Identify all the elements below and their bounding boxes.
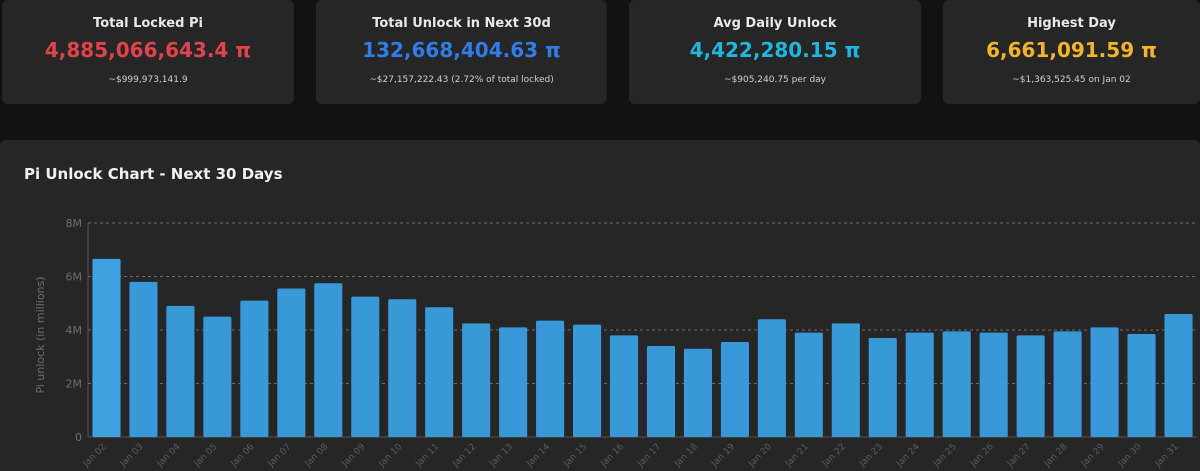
chart-panel: Pi Unlock Chart - Next 30 Days 0 2M 4M 6M 8M… [0, 140, 1200, 471]
x-tick-label: Jan 22 [820, 442, 848, 470]
y-tick-label: 8M [66, 217, 83, 230]
bar-jan-25 [942, 331, 971, 437]
x-tick-label: Jan 31 [1153, 442, 1181, 470]
bar-jan-24 [905, 332, 934, 437]
card-label: Avg Daily Unlock [713, 16, 837, 31]
x-tick-label: Jan 18 [672, 442, 700, 470]
bar-jan-19 [720, 342, 749, 437]
bar-jan-23 [868, 338, 897, 437]
bar-jan-26 [979, 332, 1008, 437]
x-tick-label: Jan 10 [377, 442, 405, 470]
card-sub: ~$905,240.75 per day [723, 75, 827, 85]
card-label: Highest Day [1027, 16, 1116, 31]
bar-chart: 0 2M 4M 6M 8M Pi unlock (in millions) Jan 02 Ja… [34, 217, 1197, 470]
card-value: 4,885,066,643.4 π [44, 38, 252, 62]
x-tick-label: Jan 09 [340, 442, 368, 470]
bar-jan-30 [1127, 334, 1156, 437]
bar-jan-27 [1016, 335, 1045, 437]
y-axis-title: Pi unlock (in millions) [34, 276, 47, 393]
x-tick-label: Jan 26 [968, 442, 996, 470]
x-tick-label: Jan 19 [709, 442, 737, 470]
bar-jan-15 [573, 324, 602, 437]
card-sub: ~$999,973,141.9 [108, 75, 188, 85]
bar-jan-31 [1164, 313, 1193, 437]
x-tick-label: Jan 03 [118, 442, 146, 470]
card-value: 132,668,404.63 π [362, 38, 561, 62]
bar-jan-29 [1090, 327, 1119, 437]
x-tick-label: Jan 06 [229, 442, 257, 470]
bar-jan-02 [92, 258, 121, 437]
chart-title: Pi Unlock Chart - Next 30 Days [24, 165, 283, 183]
x-tick-label: Jan 23 [857, 442, 885, 470]
x-tick-label: Jan 12 [451, 442, 479, 470]
bar-jan-28 [1053, 331, 1082, 437]
bar-jan-08 [314, 283, 343, 437]
summary-cards: Total Locked Pi 4,885,066,643.4 π ~$999,… [0, 0, 1200, 104]
bar-jan-17 [646, 346, 676, 437]
x-tick-label: Jan 15 [561, 442, 589, 470]
x-tick-label: Jan 29 [1079, 442, 1107, 470]
card-highest-day: Highest Day 6,661,091.59 π ~$1,363,525.4… [943, 0, 1200, 104]
card-total-unlock: Total Unlock in Next 30d 132,668,404.63 … [316, 0, 607, 104]
x-tick-label: Jan 16 [598, 442, 626, 470]
card-sub: ~$27,157,222.43 (2.72% of total locked) [369, 75, 554, 85]
bar-jan-21 [794, 332, 823, 437]
bar-jan-14 [536, 320, 565, 437]
bar-jan-12 [462, 323, 491, 437]
card-value: 6,661,091.59 π [986, 38, 1157, 62]
x-tick-label: Jan 20 [746, 442, 774, 470]
bar-jan-16 [609, 335, 639, 437]
x-tick-label: Jan 25 [931, 442, 959, 470]
bar-jan-09 [351, 296, 380, 437]
x-tick-label: Jan 24 [894, 442, 922, 470]
x-tick-label: Jan 04 [155, 442, 183, 470]
x-tick-label: Jan 21 [783, 442, 811, 470]
bar-jan-10 [388, 299, 417, 437]
x-tick-label: Jan 14 [524, 442, 552, 470]
y-tick-label: 0 [75, 431, 82, 444]
y-tick-label: 2M [66, 378, 83, 391]
x-tick-label: Jan 05 [192, 442, 220, 470]
card-label: Total Unlock in Next 30d [372, 16, 551, 31]
y-tick-label: 6M [66, 271, 83, 284]
x-tick-label: Jan 27 [1005, 442, 1033, 470]
y-tick-label: 4M [66, 324, 83, 337]
bar-jan-20 [757, 319, 786, 437]
bar-jan-04 [166, 305, 195, 437]
x-tick-label: Jan 08 [303, 442, 331, 470]
bar-jan-13 [499, 327, 528, 437]
bar-jan-22 [831, 323, 860, 437]
x-tick-label: Jan 11 [414, 442, 442, 470]
bar-jan-18 [683, 348, 712, 437]
bar-jan-06 [240, 300, 269, 437]
x-tick-label: Jan 17 [635, 442, 663, 470]
x-tick-label: Jan 02 [81, 442, 109, 470]
x-tick-label: Jan 07 [266, 442, 294, 470]
x-tick-label: Jan 28 [1042, 442, 1070, 470]
card-sub: ~$1,363,525.45 on Jan 02 [1012, 75, 1131, 85]
x-tick-label: Jan 30 [1116, 442, 1144, 470]
card-total-locked: Total Locked Pi 4,885,066,643.4 π ~$999,… [2, 0, 294, 104]
bar-jan-03 [129, 281, 158, 437]
bar-jan-07 [277, 288, 306, 437]
x-tick-label: Jan 13 [488, 442, 516, 470]
bar-jan-11 [425, 307, 454, 437]
card-value: 4,422,280.15 π [689, 38, 861, 62]
card-label: Total Locked Pi [93, 16, 203, 31]
card-avg-daily: Avg Daily Unlock 4,422,280.15 π ~$905,24… [629, 0, 921, 104]
bar-jan-05 [203, 316, 232, 437]
